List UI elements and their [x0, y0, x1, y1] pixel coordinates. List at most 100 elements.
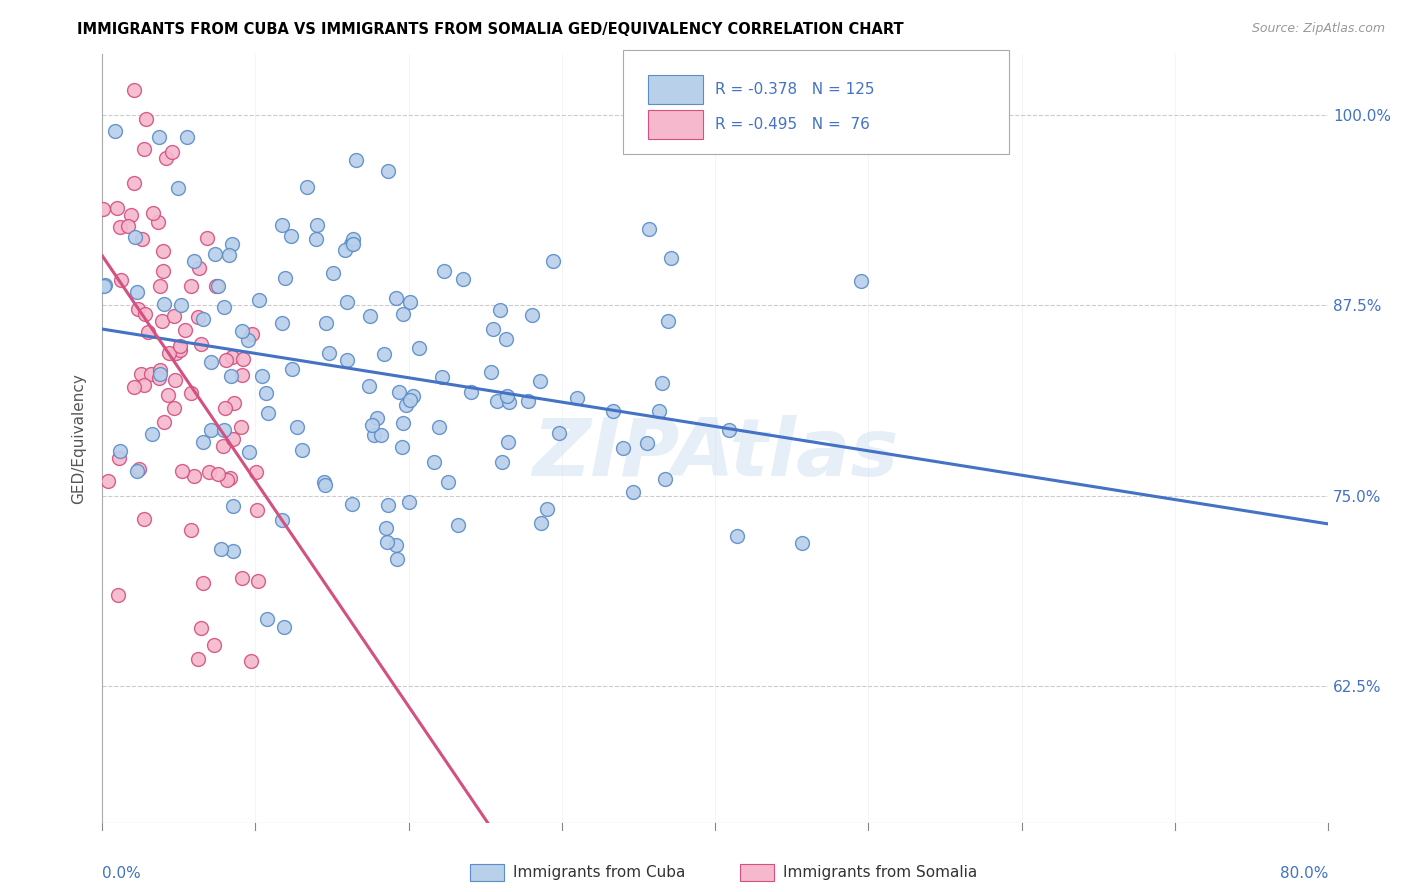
- Point: [207, 279, 229, 293]
- Point: [139, 367, 162, 381]
- Point: [108, 444, 131, 458]
- Point: [305, 219, 328, 233]
- Point: [132, 377, 155, 392]
- Point: [107, 588, 129, 602]
- Point: [221, 237, 243, 252]
- Point: [638, 222, 661, 236]
- Text: Immigrants from Cuba: Immigrants from Cuba: [513, 865, 685, 880]
- Point: [153, 415, 176, 429]
- Point: [127, 464, 149, 478]
- Point: [335, 352, 357, 367]
- Bar: [470, 864, 505, 881]
- Point: [245, 465, 267, 479]
- Point: [377, 163, 399, 178]
- Point: [180, 279, 202, 293]
- Point: [93, 278, 115, 293]
- Point: [391, 416, 413, 430]
- Point: [357, 378, 380, 392]
- Point: [153, 297, 176, 311]
- Point: [163, 401, 186, 416]
- Text: ZIPAtlas: ZIPAtlas: [531, 415, 898, 493]
- Point: [408, 341, 430, 355]
- Point: [238, 445, 260, 459]
- Point: [136, 325, 159, 339]
- Point: [190, 621, 212, 635]
- Text: R = -0.495   N =  76: R = -0.495 N = 76: [716, 117, 870, 132]
- Point: [250, 368, 273, 383]
- Point: [128, 462, 150, 476]
- Point: [218, 248, 240, 262]
- Point: [125, 285, 148, 300]
- Point: [134, 512, 156, 526]
- Point: [314, 475, 336, 489]
- Point: [718, 423, 741, 437]
- Point: [392, 307, 415, 321]
- Point: [437, 475, 460, 489]
- Point: [146, 215, 169, 229]
- Point: [520, 308, 543, 322]
- Point: [163, 309, 186, 323]
- Point: [340, 497, 363, 511]
- Point: [124, 230, 146, 244]
- Point: [339, 237, 361, 252]
- Point: [270, 219, 292, 233]
- Point: [200, 423, 222, 437]
- Point: [212, 439, 235, 453]
- Point: [398, 392, 420, 407]
- Point: [314, 478, 336, 492]
- Point: [193, 435, 215, 450]
- Point: [498, 435, 520, 450]
- Point: [122, 82, 145, 96]
- Bar: [740, 864, 775, 881]
- Point: [124, 176, 146, 190]
- Point: [149, 278, 172, 293]
- Point: [214, 300, 236, 314]
- Point: [148, 371, 170, 385]
- Point: [224, 396, 246, 410]
- Point: [391, 441, 413, 455]
- Point: [849, 274, 872, 288]
- Point: [491, 455, 513, 469]
- Text: Immigrants from Somalia: Immigrants from Somalia: [783, 865, 977, 880]
- Text: 80.0%: 80.0%: [1279, 866, 1329, 880]
- Point: [191, 312, 214, 326]
- Point: [270, 316, 292, 330]
- Point: [398, 495, 420, 509]
- Point: [204, 247, 226, 261]
- Point: [482, 322, 505, 336]
- Point: [366, 411, 388, 425]
- Point: [197, 465, 219, 479]
- Point: [93, 202, 115, 217]
- Point: [305, 232, 328, 246]
- Point: [274, 270, 297, 285]
- Point: [166, 181, 188, 195]
- Point: [612, 441, 634, 455]
- Point: [183, 469, 205, 483]
- Point: [543, 254, 565, 268]
- Point: [200, 355, 222, 369]
- Point: [725, 529, 748, 543]
- Point: [256, 612, 278, 626]
- Point: [659, 251, 682, 265]
- Point: [187, 651, 209, 665]
- Point: [375, 535, 398, 549]
- Point: [141, 427, 163, 442]
- Point: [149, 367, 172, 381]
- Point: [287, 419, 309, 434]
- Point: [336, 295, 359, 310]
- Point: [110, 273, 132, 287]
- Point: [270, 513, 292, 527]
- Point: [232, 351, 254, 366]
- Point: [395, 398, 418, 412]
- Point: [169, 343, 191, 357]
- Y-axis label: GED/Equivalency: GED/Equivalency: [72, 374, 86, 504]
- Point: [547, 426, 569, 441]
- Point: [257, 406, 280, 420]
- Point: [432, 370, 454, 384]
- Point: [485, 394, 508, 409]
- Point: [651, 376, 673, 391]
- Point: [360, 418, 382, 433]
- Point: [567, 391, 589, 405]
- Point: [254, 386, 277, 401]
- Point: [231, 368, 253, 382]
